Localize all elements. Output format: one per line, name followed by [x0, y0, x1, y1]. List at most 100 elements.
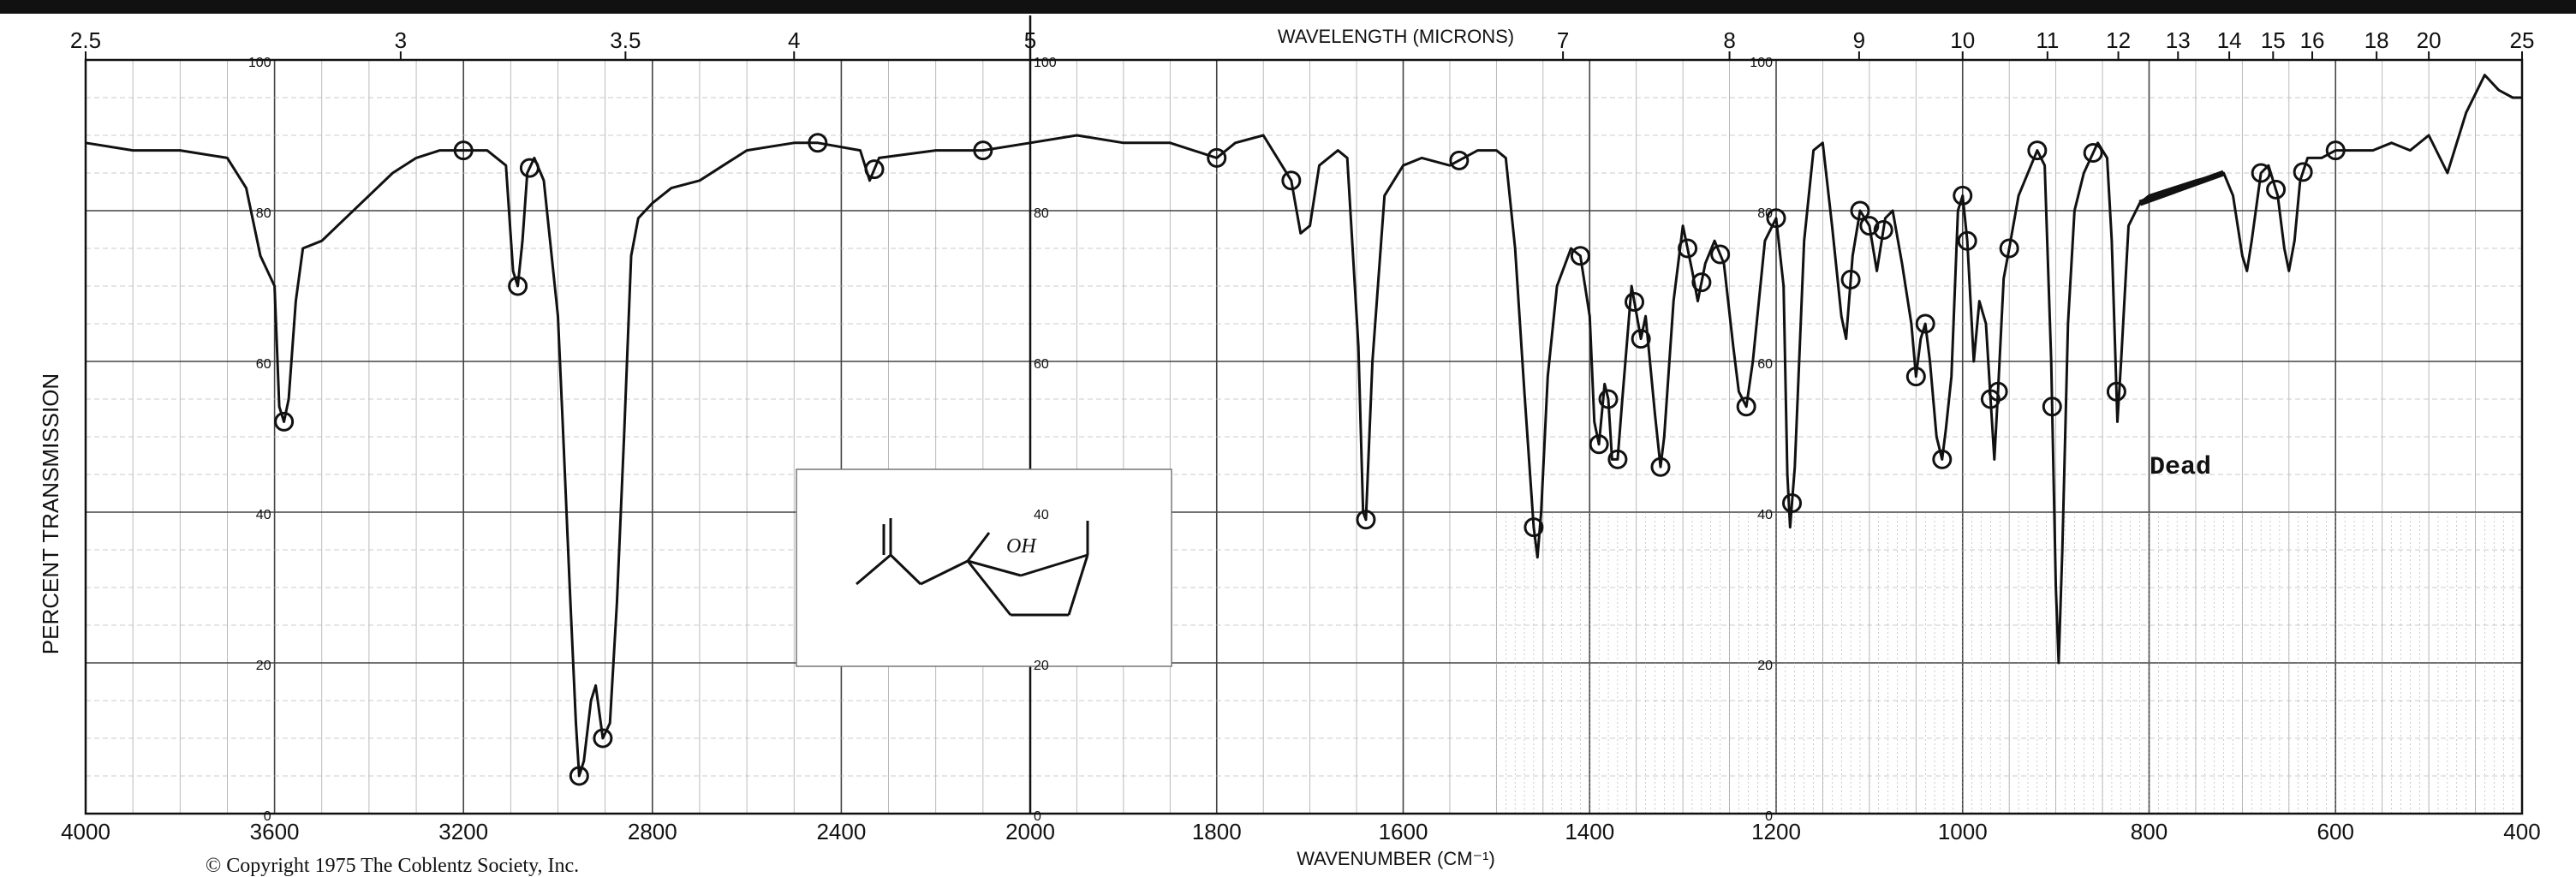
peak-marker — [1953, 185, 1973, 206]
chart-frame — [84, 15, 2524, 815]
x-tick-label: 3200 — [438, 819, 488, 844]
peak-marker — [274, 411, 295, 432]
y-tick-label: 60 — [1757, 357, 1773, 372]
series-layer — [85, 74, 2522, 778]
peak-marker — [1607, 449, 1628, 469]
peak-marker — [1766, 208, 1786, 229]
x-tick-label: 600 — [2317, 819, 2354, 844]
top-tick-label: 20 — [2417, 27, 2442, 53]
top-tick-label: 4 — [788, 27, 800, 53]
top-tick-label: 2.5 — [70, 27, 101, 53]
peak-marker — [1873, 219, 1893, 240]
y-tick-label: 80 — [1034, 206, 1049, 221]
structure-bond — [920, 559, 969, 586]
peak-marker — [1782, 492, 1803, 513]
y-tick-label: 0 — [1765, 809, 1773, 824]
x-tick-label: 1400 — [1565, 819, 1614, 844]
y-tick-label: 20 — [256, 659, 271, 673]
top-tick-label: 5 — [1024, 27, 1036, 53]
y-tick-label: 0 — [1034, 809, 1041, 824]
peak-marker — [2251, 163, 2271, 183]
peak-marker — [1988, 381, 2008, 402]
structure-box-bg — [796, 468, 1172, 667]
peak-marker — [453, 140, 474, 161]
x-tick-label: 1600 — [1379, 819, 1428, 844]
y-axis-title: PERCENT TRANSMISSION — [38, 373, 63, 654]
x-tick-label: 1800 — [1192, 819, 1242, 844]
peak-marker — [1905, 367, 1926, 387]
top-tick-label: 11 — [2036, 27, 2059, 53]
structure-bond — [1020, 553, 1088, 577]
hand-drawn-bridge — [2138, 170, 2225, 206]
peak-marker — [569, 766, 589, 786]
peak-markers — [274, 133, 2346, 786]
y-tick-label: 20 — [1757, 659, 1773, 673]
top-tick-label: 25 — [2510, 27, 2535, 53]
peak-marker — [1999, 238, 2019, 259]
peak-marker — [519, 158, 540, 178]
y-tick-label: 100 — [1750, 56, 1773, 70]
plot-border — [84, 58, 2524, 815]
y-tick-label: 40 — [256, 508, 271, 522]
spectrum-line — [85, 74, 2522, 778]
peak-marker — [808, 133, 828, 153]
x-axis-title: WAVENUMBER (CM⁻¹) — [1297, 848, 1495, 869]
y-tick-label: 100 — [248, 56, 271, 70]
peak-marker — [1589, 434, 1609, 455]
axis-labels: 4000 3600 3200 2800 2400 2000 1800 1600 1400 1200… — [61, 27, 2541, 844]
peak-marker — [508, 276, 528, 296]
peak-marker — [2042, 397, 2062, 417]
peak-marker — [1356, 510, 1376, 530]
peak-marker — [1207, 147, 1227, 168]
peak-marker — [2083, 143, 2103, 164]
y-tick-label: 0 — [264, 809, 271, 824]
x-tick-label: 2800 — [628, 819, 677, 844]
y-tick-label: 40 — [1757, 508, 1773, 522]
x-tick-label: 4000 — [61, 819, 110, 844]
y-tick-label: 80 — [256, 206, 271, 221]
structure-bond — [889, 553, 922, 586]
peak-marker — [1840, 269, 1861, 289]
structure-bond — [966, 532, 991, 562]
peak-marker — [1736, 397, 1756, 417]
peak-marker — [593, 728, 613, 749]
peak-marker — [1691, 272, 1712, 293]
molecule-structure-box: OH — [796, 468, 1172, 667]
top-tick-label: 16 — [2300, 27, 2325, 53]
peak-marker — [1859, 216, 1880, 236]
top-tick-label: 13 — [2166, 27, 2191, 53]
peak-marker — [1524, 517, 1544, 538]
top-tick-label: 14 — [2217, 27, 2242, 53]
top-black-band — [0, 0, 2576, 14]
y-tick-label: 100 — [1034, 56, 1057, 70]
structure-bond — [966, 560, 1012, 616]
x-tick-label: 3600 — [250, 819, 300, 844]
top-tick-label: 15 — [2261, 27, 2286, 53]
peak-marker — [1598, 389, 1619, 409]
x-tick-label: 1200 — [1751, 819, 1801, 844]
peak-marker — [2027, 140, 2048, 161]
peak-marker — [1281, 170, 1302, 191]
peak-marker — [1957, 230, 1977, 251]
top-axis-title: WAVELENGTH (MICRONS) — [1278, 26, 1514, 47]
peak-marker — [1850, 200, 1870, 221]
y-tick-label: 40 — [1034, 508, 1049, 522]
y-tick-label: 80 — [1757, 206, 1773, 221]
x-tick-label: 400 — [2503, 819, 2540, 844]
y-tick-label: 20 — [1034, 659, 1049, 673]
peak-marker — [1932, 449, 1953, 469]
peak-marker — [1625, 291, 1645, 312]
top-tick-label: 8 — [1723, 27, 1735, 53]
peak-marker — [1570, 246, 1590, 266]
peak-marker — [864, 159, 885, 180]
structure-oh-label: OH — [1006, 535, 1037, 558]
dead-annotation: Dead — [2150, 453, 2211, 482]
top-tick-label: 3 — [395, 27, 407, 53]
x-tick-label: 800 — [2131, 819, 2168, 844]
peak-marker — [1631, 329, 1651, 349]
x-tick-label: 2000 — [1005, 819, 1055, 844]
top-tick-label: 10 — [1950, 27, 1975, 53]
peak-marker — [2325, 140, 2346, 161]
y-tick-label: 60 — [1034, 357, 1049, 372]
top-tick-label: 3.5 — [610, 27, 641, 53]
